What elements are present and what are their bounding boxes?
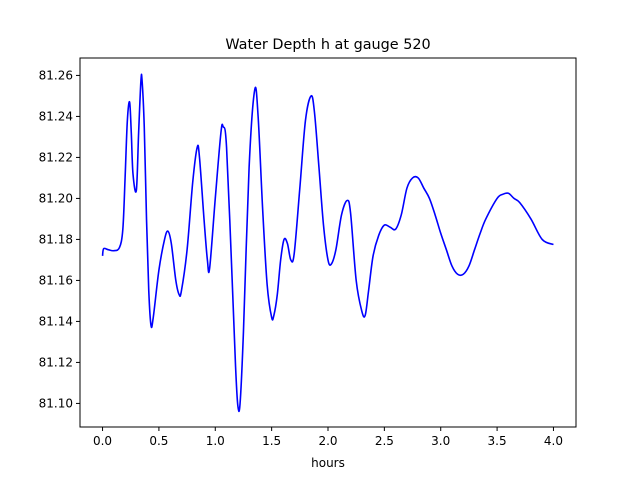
x-tick-label: 1.0 (206, 434, 225, 448)
y-tick-label: 81.12 (39, 355, 73, 369)
plot-area: 0.0 0.5 1.0 1.5 2.0 2.5 3.0 3.5 4.0 81.10 81.12 81.… (39, 57, 577, 448)
y-tick-label: 81.16 (39, 273, 73, 287)
x-tick-label: 2.0 (318, 434, 337, 448)
series-line-0 (101, 73, 554, 413)
x-tick-label: 4.0 (544, 434, 563, 448)
x-tick-label: 3.5 (488, 434, 507, 448)
x-tick-label: 3.0 (431, 434, 450, 448)
chart-title: Water Depth h at gauge 520 (225, 37, 430, 53)
x-axis-label: hours (311, 456, 345, 470)
y-tick-label: 81.24 (39, 109, 73, 123)
x-tick-label: 1.5 (262, 434, 281, 448)
x-tick-label: 0.0 (93, 434, 112, 448)
y-tick-label: 81.10 (39, 396, 73, 410)
y-tick-label: 81.26 (39, 68, 73, 82)
x-tick-label: 2.5 (375, 434, 394, 448)
y-tick-label: 81.22 (39, 150, 73, 164)
x-tick-label: 0.5 (149, 434, 168, 448)
y-tick-label: 81.14 (39, 314, 73, 328)
y-tick-label: 81.18 (39, 232, 73, 246)
y-tick-label: 81.20 (39, 191, 73, 205)
